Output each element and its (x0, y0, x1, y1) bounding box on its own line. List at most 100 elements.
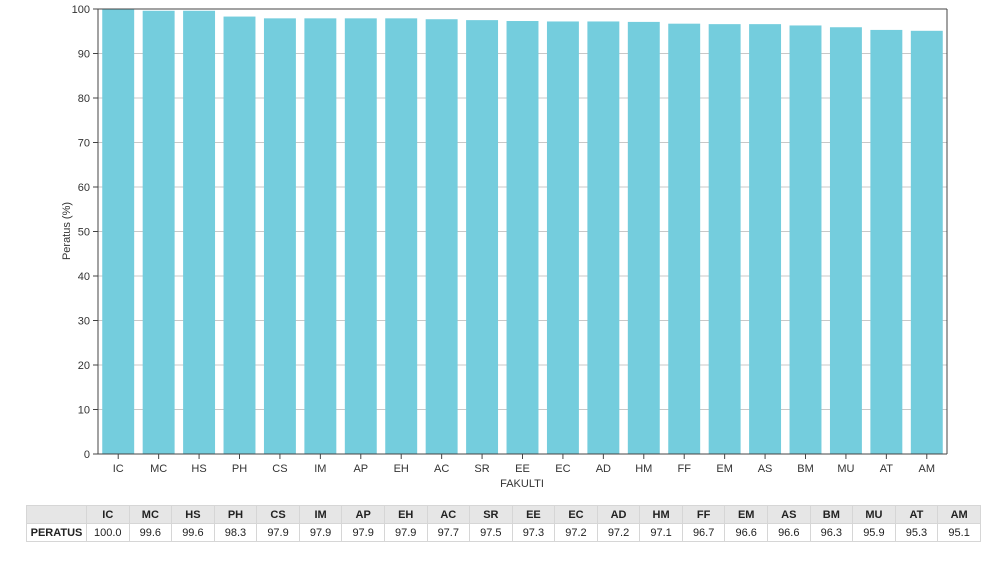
table-cell: 95.3 (894, 523, 939, 542)
bar (183, 10, 216, 455)
bar-chart: 0 10 20 30 40 50 60 70 80 90 100 IC MC HS PH CS IM AP EH A… (61, 4, 948, 490)
table-header-cell: AP (341, 505, 385, 524)
x-tick-label: MC (150, 463, 167, 475)
table-header-cell: EC (554, 505, 598, 524)
y-tick-label: 60 (78, 182, 90, 194)
bar (263, 18, 296, 454)
bar (910, 30, 943, 455)
table-cell: 97.9 (383, 523, 428, 542)
table-cell: 99.6 (128, 523, 173, 542)
x-tick-labels: IC MC HS PH CS IM AP EH AC SR EE EC AD HM FF EM AS BM MU AT… (113, 454, 935, 475)
table-cell: 98.3 (213, 523, 258, 542)
table-header-cell: HS (171, 505, 215, 524)
y-tick-label: 90 (78, 49, 90, 61)
table-header-cell: IC (86, 505, 130, 524)
x-tick-label: AT (880, 463, 894, 475)
y-tick-label: 50 (78, 227, 90, 239)
table-cell: 97.1 (639, 523, 683, 542)
table-corner-cell (26, 505, 87, 524)
x-tick-label: EM (716, 463, 733, 475)
bar (425, 19, 458, 455)
table-cell: 95.9 (852, 523, 896, 542)
table-cell: 97.2 (596, 523, 641, 542)
bars (102, 9, 943, 455)
y-tick-label: 10 (78, 405, 90, 417)
x-tick-label: EC (555, 463, 570, 475)
bar (546, 21, 579, 455)
bar (789, 25, 822, 455)
table-header-cell: CS (256, 505, 300, 524)
bar (708, 24, 741, 454)
x-tick-label: BM (797, 463, 814, 475)
x-tick-label: AS (758, 463, 773, 475)
x-tick-label: CS (272, 463, 287, 475)
x-tick-label: MU (837, 463, 854, 475)
table-header-cell: EM (724, 505, 768, 524)
table-cell: 96.7 (681, 523, 726, 542)
bar (102, 9, 135, 454)
bar (829, 27, 862, 455)
bar (506, 21, 539, 454)
bar (466, 20, 499, 454)
bar (870, 29, 903, 454)
table-cell: 96.6 (724, 523, 768, 542)
table-row: PERATUS 100.0 99.6 99.6 98.3 97.9 97.9 97.9 97.… (26, 523, 981, 542)
table-header-cell: FF (681, 505, 726, 524)
x-tick-label: AM (919, 463, 936, 475)
table-cell: 97.5 (469, 523, 513, 542)
y-axis-label: Peratus (%) (61, 202, 73, 260)
table-cell: 97.9 (298, 523, 343, 542)
bar (344, 18, 377, 454)
bar (385, 18, 418, 454)
x-tick-label: HM (635, 463, 652, 475)
x-tick-label: IC (113, 463, 124, 475)
table-header-cell: MC (128, 505, 173, 524)
table-cell: 100.0 (86, 523, 130, 542)
y-tick-label: 0 (84, 449, 90, 461)
bar (587, 21, 620, 455)
table-header-cell: AC (426, 505, 471, 524)
y-tick-label: 80 (78, 93, 90, 105)
table-header-cell: HM (639, 505, 683, 524)
table-cell: 97.3 (511, 523, 556, 542)
x-axis-label: FAKULTI (500, 478, 544, 490)
table-header-cell: IM (298, 505, 343, 524)
y-tick-label: 70 (78, 138, 90, 150)
table-cell: 97.7 (426, 523, 471, 542)
y-tick-label: 30 (78, 316, 90, 328)
table-cell: 97.9 (341, 523, 385, 542)
bar (749, 24, 782, 454)
table-header-cell: AS (767, 505, 811, 524)
table-cell: 95.1 (937, 523, 981, 542)
y-tick-label: 40 (78, 271, 90, 283)
bar (668, 23, 701, 455)
x-tick-label: AC (434, 463, 449, 475)
table-header-cell: BM (809, 505, 854, 524)
x-tick-label: SR (474, 463, 489, 475)
table-header-cell: AD (596, 505, 641, 524)
y-tick-label: 20 (78, 360, 90, 372)
table-cell: 96.3 (809, 523, 854, 542)
bar (627, 21, 660, 455)
table-cell: 99.6 (171, 523, 215, 542)
x-tick-label: FF (677, 463, 691, 475)
y-tick-labels: 0 10 20 30 40 50 60 70 80 90 100 (72, 4, 98, 461)
table-header-row: IC MC HS PH CS IM AP EH AC SR EE EC AD HM FF EM AS BM MU AT… (26, 505, 981, 524)
x-tick-label: EE (515, 463, 530, 475)
x-tick-label: EH (394, 463, 409, 475)
table-header-cell: PH (213, 505, 258, 524)
table-header-cell: SR (469, 505, 513, 524)
x-tick-label: HS (191, 463, 206, 475)
bar (304, 18, 337, 454)
y-tick-label: 100 (72, 4, 90, 16)
table-header-cell: EH (383, 505, 428, 524)
bar (142, 10, 175, 455)
x-tick-label: PH (232, 463, 247, 475)
table-cell: 96.6 (767, 523, 811, 542)
table-header-cell: EE (511, 505, 556, 524)
x-tick-label: AP (353, 463, 368, 475)
bar (223, 16, 256, 454)
x-tick-label: AD (596, 463, 611, 475)
table-header-cell: AT (894, 505, 939, 524)
table-row-label: PERATUS (26, 523, 87, 542)
